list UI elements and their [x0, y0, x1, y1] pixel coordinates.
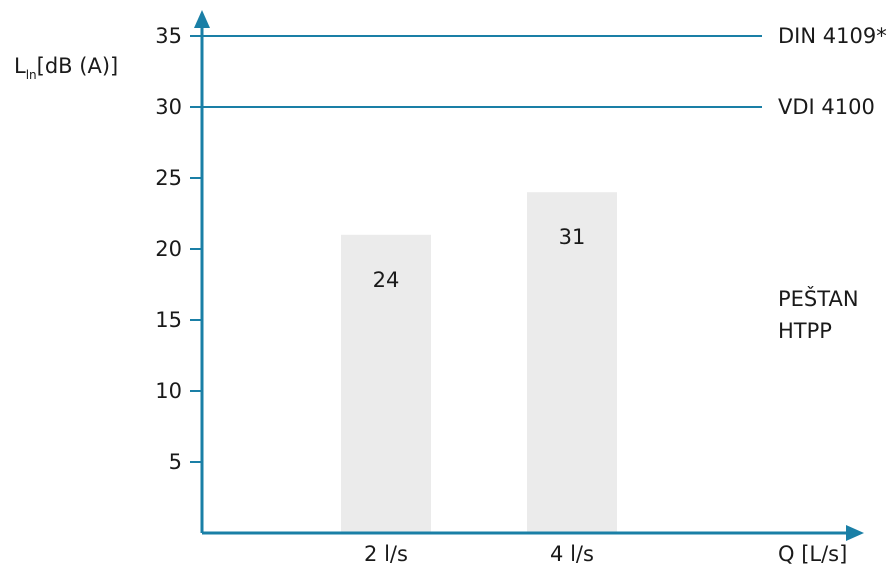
labels-group: 24 2 l/s 31 4 l/s DIN 4109* VDI 4100 5 10 15 20 25… — [155, 24, 886, 566]
y-tick-label-20: 20 — [155, 237, 182, 261]
reference-line-label-1: DIN 4109* — [778, 24, 887, 48]
bar-2 — [527, 192, 617, 533]
legend-line-2: HTPP — [778, 319, 832, 343]
x-axis-title: Q [L/s] — [778, 542, 847, 566]
legend-line-1: PEŠTAN — [778, 286, 859, 311]
bars-group — [341, 192, 617, 534]
y-tick-label-25: 25 — [155, 166, 182, 190]
bar-data-label-1: 24 — [373, 268, 400, 292]
x-tick-label-2: 4 l/s — [550, 542, 594, 566]
reference-line-label-2: VDI 4100 — [778, 95, 875, 119]
bar-1 — [341, 234, 431, 534]
bar-data-label-2: 31 — [559, 225, 586, 249]
x-axis-arrowhead — [846, 525, 864, 541]
x-tick-label-1: 2 l/s — [364, 542, 408, 566]
y-axis-arrowhead — [194, 10, 210, 28]
y-tick-label-5: 5 — [169, 450, 182, 474]
y-tick-label-15: 15 — [155, 308, 182, 332]
y-tick-label-35: 35 — [155, 24, 182, 48]
y-tick-label-30: 30 — [155, 95, 182, 119]
y-axis-title: Lln[dB (A)] — [14, 54, 119, 82]
axes-group — [190, 10, 864, 541]
y-tick-label-10: 10 — [155, 379, 182, 403]
reference-lines-group — [202, 35, 762, 108]
